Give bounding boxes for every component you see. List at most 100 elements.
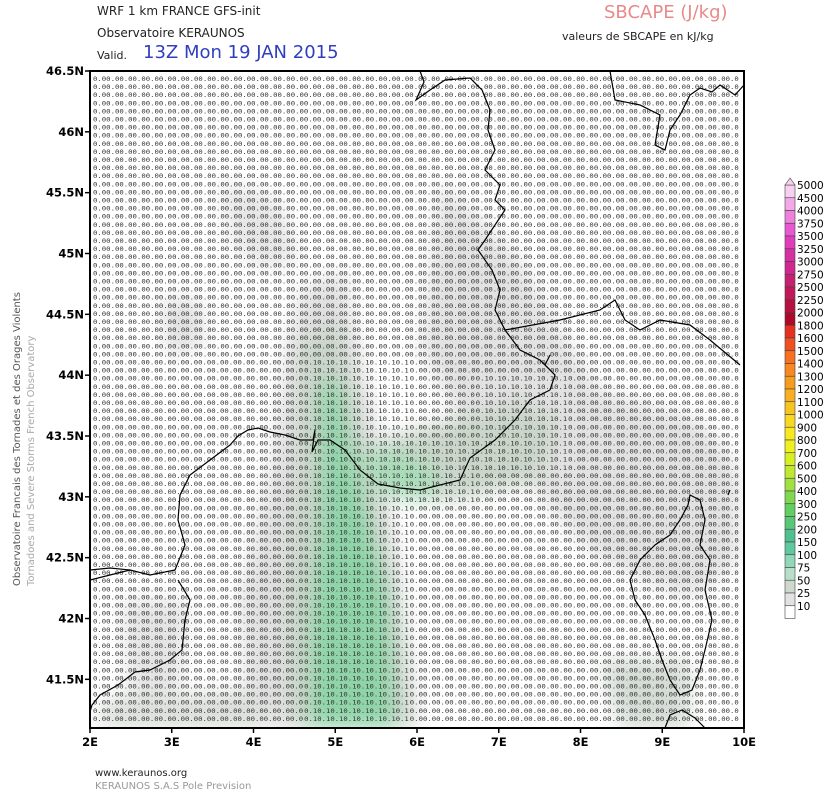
grid-value-row: 0.00.00.00.00.00.00.00.00.00.00.00.00.00…	[93, 627, 303, 634]
grid-value-row: 0.00.00.00.00.00.00.00.00.00.00.00.00.00…	[93, 262, 739, 269]
latitude-ticks: 46.5N 46N 45.5N 45N 44.5N 44N 43.5N 43N 42.5N 42N…	[46, 64, 90, 686]
lat-tick-label: 46N	[58, 125, 84, 139]
grid-value-row: 0.00.00.00.00.00.00.00.00.00.00.00.00.00…	[93, 181, 739, 188]
grid-value-row: 0.00.00.00.00.00.00.00.00.00.00.00.00.00…	[93, 562, 303, 569]
grid-value-row: 0.10.10.10.10.10.10.10.1	[304, 700, 409, 707]
colorbar-label: 3750	[797, 218, 824, 230]
grid-value-row: 0.00.00.00.00.00.00.00.00.00.00.00.00.00…	[93, 108, 739, 115]
lat-tick-label: 41.5N	[46, 672, 84, 686]
grid-value-row: 0.00.00.00.00.00.00.00.00.00.00.00.00.00…	[93, 408, 303, 415]
colorbar-label: 800	[797, 435, 817, 447]
grid-value-row: 0.10.10.10.10.10.10.10.1	[304, 432, 409, 439]
colorbar-swatch	[784, 605, 796, 619]
grid-value-row: 0.00.00.00.00.00.00.00.00.00.00.00.00.00…	[93, 327, 739, 334]
grid-value-row: 0.10.10.10.10.10.10.10.10.10.10.10.10.10…	[304, 457, 567, 464]
grid-value-row: 0.00.00.00.00.00.00.00.00.00.00.00.00.00…	[93, 92, 739, 99]
grid-value-row: 0.10.10.10.10.10.10.10.1	[304, 530, 409, 537]
grid-value-row: 0.00.00.00.00.00.00.00.00.00.00.00.00.00…	[410, 368, 739, 375]
colorbar-label: 600	[797, 461, 817, 473]
grid-value-row: 0.00.00.00.00.0	[410, 384, 475, 391]
grid-value-row: 0.00.00.00.00.00.00.00.00.00.00.00.00.0	[568, 392, 739, 399]
grid-value-row: 0.00.00.00.00.00.00.00.00.00.00.00.00.0	[568, 432, 739, 439]
grid-value-row: 0.00.00.00.00.00.00.00.00.00.00.00.00.00…	[476, 497, 739, 504]
grid-value-row: 0.10.10.10.10.10.10.1	[476, 416, 568, 423]
grid-value-row: 0.00.00.00.00.00.00.00.00.00.00.00.00.00…	[93, 198, 739, 205]
grid-value-row: 0.00.00.00.00.00.00.00.00.00.00.00.00.0	[568, 416, 739, 423]
grid-value-row: 0.00.00.00.00.00.00.00.00.00.00.00.00.00…	[93, 319, 739, 326]
colorbar-label: 1600	[797, 333, 824, 345]
observatory-name: Observatoire KERAUNOS	[97, 26, 245, 40]
colorbar-label: 10	[797, 601, 810, 613]
colorbar-swatch	[784, 222, 796, 237]
colorbar-swatch	[784, 541, 796, 556]
grid-value-row: 0.10.10.10.10.10.10.10.1	[304, 376, 409, 383]
grid-value-row: 0.10.10.10.10.10.10.10.10.10.10.10.10.1	[304, 473, 475, 480]
grid-value-row: 0.00.00.00.00.0	[410, 400, 475, 407]
colorbar-label: 700	[797, 448, 817, 460]
grid-value-row: 0.00.00.00.00.00.00.00.00.00.00.00.00.00…	[410, 684, 739, 691]
colorbar-label: 2500	[797, 282, 824, 294]
grid-value-row: 0.10.10.10.10.10.10.10.1	[304, 627, 409, 634]
grid-value-row: 0.00.00.00.00.00.00.00.00.00.00.00.00.00…	[93, 570, 303, 577]
grid-value-row: 0.00.00.00.00.00.00.00.00.00.00.00.00.00…	[93, 716, 303, 723]
colorbar-swatch	[784, 465, 796, 479]
colorbar-swatches	[784, 177, 796, 619]
colorbar-label: 2750	[797, 269, 824, 281]
grid-value-row: 0.00.00.00.00.00.00.00.00.00.00.00.00.0	[568, 457, 739, 464]
grid-value-row: 0.00.00.00.00.00.00.00.00.00.00.00.00.0	[568, 400, 739, 407]
grid-value-row: 0.00.00.00.00.00.00.00.00.00.00.00.00.00…	[476, 473, 739, 480]
grid-value-row: 0.00.00.00.00.00.00.00.00.00.00.00.00.00…	[93, 416, 303, 423]
colorbar-swatch	[784, 184, 796, 199]
grid-value-row: 0.00.00.00.00.00.00.00.00.00.00.00.00.00…	[93, 522, 303, 529]
colorbar-label: 1800	[797, 320, 824, 332]
grid-value-row: 0.00.00.00.00.00.00.00.00.00.00.00.00.00…	[93, 578, 303, 585]
grid-value-row: 0.00.00.00.00.00.00.00.00.00.00.00.00.00…	[93, 700, 303, 707]
grid-value-row: 0.00.00.00.00.00.00.00.00.00.00.00.00.00…	[93, 117, 739, 124]
colorbar-top-arrow	[784, 177, 796, 186]
grid-value-row: 0.00.00.00.00.00.00.00.00.00.00.00.00.00…	[93, 457, 303, 464]
grid-value-row: 0.10.10.10.10.10.10.10.10.10.10.10.10.1	[304, 481, 475, 488]
colorbar-label: 1100	[797, 397, 824, 409]
colorbar-swatch	[784, 439, 796, 454]
colorbar-label: 1200	[797, 384, 824, 396]
colorbar-swatch	[784, 273, 796, 288]
lat-tick-label: 42N	[58, 612, 84, 626]
cape-shading	[100, 180, 740, 728]
grid-value-row: 0.00.00.00.00.0	[410, 424, 475, 431]
lon-tick-label: 8E	[573, 735, 589, 749]
grid-value-row: 0.00.00.00.00.00.00.00.00.00.00.00.00.00…	[93, 238, 739, 245]
grid-value-row: 0.00.00.00.00.00.00.00.00.00.00.00.00.00…	[93, 222, 739, 229]
grid-value-row: 0.00.00.00.00.00.00.00.00.00.00.00.00.00…	[93, 635, 303, 642]
colorbar-swatch	[784, 337, 796, 352]
colorbar-swatch	[784, 452, 796, 466]
colorbar-swatch	[784, 401, 796, 415]
grid-value-row: 0.00.00.00.00.00.00.00.00.00.00.00.00.00…	[410, 538, 739, 545]
grid-value-row: 0.00.00.00.00.00.00.00.00.00.00.00.00.00…	[93, 76, 739, 83]
lat-tick-label: 43N	[58, 490, 84, 504]
grid-value-row: 0.00.00.00.00.00.00.00.00.00.00.00.00.00…	[410, 570, 739, 577]
grid-value-row: 0.00.00.00.00.00.00.00.00.00.00.00.00.00…	[476, 489, 739, 496]
grid-value-row: 0.10.10.10.10.10.10.1	[476, 392, 568, 399]
grid-value-row: 0.10.10.10.10.10.10.10.1	[304, 643, 409, 650]
colorbar-label: 75	[797, 563, 810, 575]
grid-value-row: 0.10.10.10.10.10.10.10.1	[304, 416, 409, 423]
colorbar-swatch	[784, 490, 796, 505]
grid-value-row: 0.00.00.00.00.00.00.00.00.00.00.00.00.00…	[410, 635, 739, 642]
colorbar-swatch	[784, 516, 796, 530]
grid-value-row: 0.00.00.00.00.00.00.00.00.00.00.00.00.00…	[93, 303, 739, 310]
footer-company: KERAUNOS S.A.S Pole Prevision	[95, 781, 252, 792]
colorbar-label: 900	[797, 422, 817, 434]
grid-value-row: 0.00.00.00.00.00.00.00.00.00.00.00.00.00…	[93, 206, 739, 213]
colorbar-swatch	[784, 197, 796, 211]
grid-value-row: 0.00.00.00.00.00.00.00.00.00.00.00.00.00…	[93, 384, 303, 391]
grid-value-row: 0.00.00.00.00.0	[410, 432, 475, 439]
grid-value-row: 0.00.00.00.00.00.00.00.00.00.00.00.00.00…	[410, 578, 739, 585]
grid-value-row: 0.00.00.00.00.00.00.00.00.00.00.00.00.00…	[410, 505, 739, 512]
grid-value-row: 0.00.00.00.00.00.00.00.00.00.00.00.00.00…	[93, 684, 303, 691]
colorbar-swatch	[784, 210, 796, 224]
grid-value-row: 0.00.00.00.00.00.00.00.00.00.00.00.00.00…	[93, 173, 739, 180]
grid-value-row: 0.00.00.00.00.00.00.00.00.00.00.00.00.00…	[410, 562, 739, 569]
grid-value-row: 0.10.10.10.10.10.10.10.1	[304, 586, 409, 593]
colorbar-swatch	[784, 503, 796, 517]
